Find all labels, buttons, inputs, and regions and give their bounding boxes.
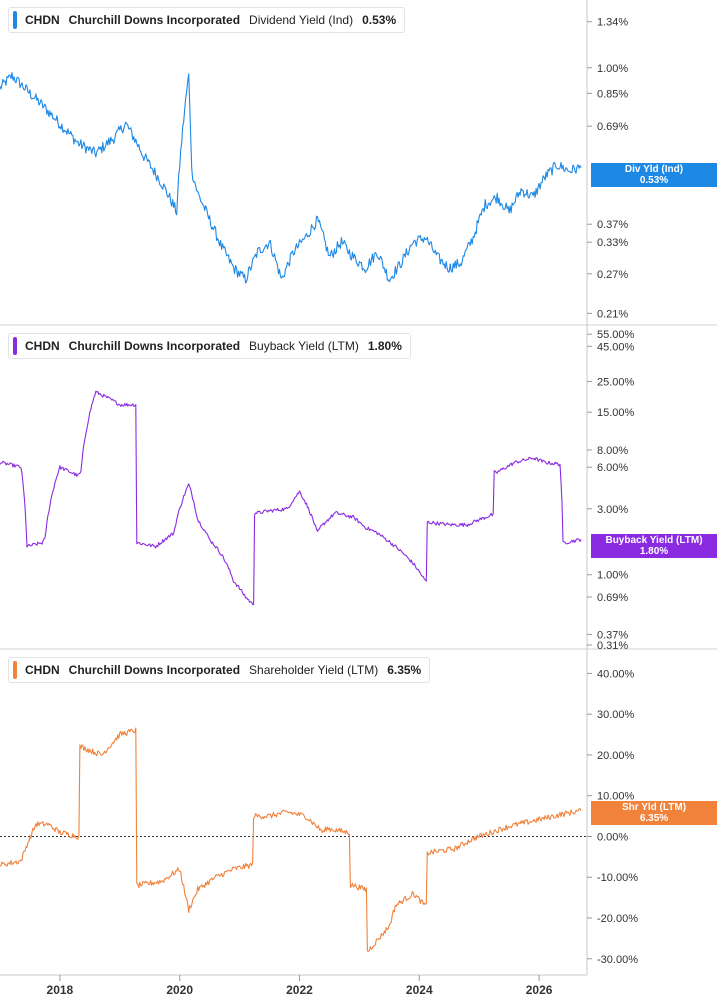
flag-value: 6.35%	[639, 813, 669, 824]
y-tick-label: 0.27%	[597, 269, 628, 281]
legend-swatch-buyback	[13, 337, 17, 355]
legend-buyback-yield[interactable]: CHDN Churchill Downs Incorporated Buybac…	[8, 333, 411, 359]
series-line-shareholder	[0, 727, 582, 952]
y-tick-label: 25.00%	[597, 377, 635, 389]
flag-label: Buyback Yield (LTM)	[605, 535, 703, 546]
legend-company: Churchill Downs Incorporated	[68, 13, 241, 27]
legend-value: 6.35%	[387, 663, 422, 677]
y-tick-label: 8.00%	[597, 445, 628, 457]
y-tick-label: 1.34%	[597, 17, 628, 29]
legend-shareholder-yield[interactable]: CHDN Churchill Downs Incorporated Shareh…	[8, 657, 431, 683]
flag-label: Shr Yld (LTM)	[621, 802, 687, 813]
y-tick-label: 20.00%	[597, 750, 635, 762]
y-tick-label: 0.69%	[597, 121, 628, 133]
y-tick-label: 0.37%	[597, 629, 628, 641]
y-tick-label: -30.00%	[597, 954, 638, 966]
y-tick-label: 0.21%	[597, 308, 628, 320]
legend-value: 0.53%	[362, 13, 397, 27]
y-tick-label: -10.00%	[597, 872, 638, 884]
y-tick-label: 3.00%	[597, 504, 628, 516]
y-tick-label: 1.00%	[597, 570, 628, 582]
legend-metric: Buyback Yield (LTM)	[249, 339, 359, 353]
y-tick-label: 6.00%	[597, 462, 628, 474]
legend-swatch-dividend	[13, 11, 17, 29]
y-tick-label: 10.00%	[597, 791, 635, 803]
legend-value: 1.80%	[367, 339, 402, 353]
legend-swatch-shareholder	[13, 661, 17, 679]
y-tick-label: 0.37%	[597, 219, 628, 231]
legend-metric: Dividend Yield (Ind)	[249, 13, 354, 27]
y-tick-label: 0.00%	[597, 831, 628, 843]
y-tick-label: 1.00%	[597, 63, 628, 75]
legend-company: Churchill Downs Incorporated	[68, 339, 241, 353]
x-tick-label: 2022	[286, 983, 313, 997]
flag-label: Div Yld (Ind)	[624, 164, 684, 175]
flag-buyback-yield: Buyback Yield (LTM) 1.80%	[591, 534, 717, 558]
x-tick-label: 2018	[47, 983, 74, 997]
flag-shareholder-yield: Shr Yld (LTM) 6.35%	[591, 801, 717, 825]
series-line-buyback	[0, 390, 582, 606]
y-tick-label: 0.33%	[597, 237, 628, 249]
y-tick-label: -20.00%	[597, 913, 638, 925]
flag-value: 1.80%	[639, 546, 669, 557]
y-tick-label: 30.00%	[597, 709, 635, 721]
y-tick-label: 0.85%	[597, 88, 628, 100]
y-tick-label: 15.00%	[597, 407, 635, 419]
series-layer	[0, 72, 582, 952]
y-tick-label: 0.69%	[597, 592, 628, 604]
y-tick-label: 55.00%	[597, 329, 635, 341]
legend-ticker: CHDN	[25, 13, 60, 27]
flag-dividend-yield: Div Yld (Ind) 0.53%	[591, 163, 717, 187]
x-tick-label: 2020	[166, 983, 193, 997]
legend-company: Churchill Downs Incorporated	[68, 663, 241, 677]
y-tick-label: 40.00%	[597, 668, 635, 680]
legend-ticker: CHDN	[25, 663, 60, 677]
grid-layer	[0, 0, 717, 976]
legend-ticker: CHDN	[25, 339, 60, 353]
legend-dividend-yield[interactable]: CHDN Churchill Downs Incorporated Divide…	[8, 7, 406, 33]
y-tick-label: 0.31%	[597, 640, 628, 652]
y-tick-label: 45.00%	[597, 341, 635, 353]
flag-value: 0.53%	[639, 175, 669, 186]
axis-layer: 1.34% 1.00% 0.85% 0.69% 0.37% 0.33% 0.27% 0.21%…	[47, 17, 639, 997]
x-tick-label: 2024	[406, 983, 433, 997]
legend-metric: Shareholder Yield (LTM)	[249, 663, 379, 677]
x-tick-label: 2026	[526, 983, 553, 997]
series-line-dividend	[0, 72, 582, 284]
